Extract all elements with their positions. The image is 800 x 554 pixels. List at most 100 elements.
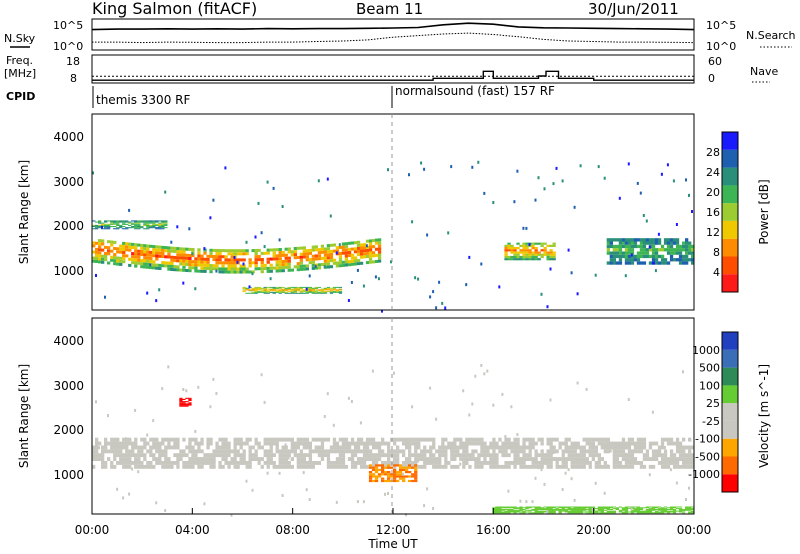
heatmap-cell [155, 227, 159, 229]
heatmap-cell [573, 509, 577, 511]
heatmap-cell [675, 238, 680, 242]
heatmap-cell [194, 453, 198, 458]
heatmap-cell [516, 445, 520, 450]
heatmap-cell [320, 263, 325, 266]
heatmap-cell [185, 445, 189, 450]
heatmap-cell [119, 244, 123, 248]
heatmap-cell [209, 441, 213, 446]
heatmap-cell [510, 506, 514, 508]
heatmap-cell [501, 509, 505, 510]
heatmap-cell [350, 256, 355, 260]
heatmap-cell [254, 457, 258, 461]
heatmap-cell [651, 241, 656, 245]
heatmap-cell [525, 457, 529, 461]
cpid-mode-1: themis 3300 RF [96, 93, 190, 107]
heatmap-cell [230, 252, 234, 256]
heatmap-cell [573, 509, 577, 510]
heatmap-cell [570, 464, 574, 469]
heatmap-cell [612, 248, 616, 252]
heatmap-cell [672, 241, 677, 245]
heatmap-cell [624, 509, 629, 510]
heatmap-cell [137, 228, 141, 230]
heatmap-cell [606, 512, 610, 514]
heatmap-cell [588, 445, 592, 450]
heatmap-cell [110, 258, 114, 262]
heatmap-cell [92, 250, 96, 254]
heatmap-cell [92, 449, 96, 454]
heatmap-cell [510, 255, 514, 259]
heatmap-cell [504, 437, 508, 442]
velocity-colorbar-tick: 500 [699, 362, 720, 375]
heatmap-cell [260, 291, 264, 293]
heatmap-cell [600, 510, 604, 512]
heatmap-cell [534, 511, 538, 513]
heatmap-cell [125, 223, 129, 225]
heatmap-cell [519, 499, 522, 503]
heatmap-cell [621, 449, 626, 454]
heatmap-cell [155, 257, 159, 261]
heatmap-cell [92, 445, 96, 450]
heatmap-cell [323, 437, 328, 442]
heatmap-cell [140, 220, 144, 222]
heatmap-cell [200, 461, 204, 465]
heatmap-cell [582, 511, 586, 513]
heatmap-cell [411, 220, 414, 224]
heatmap-cell [176, 457, 180, 461]
heatmap-cell [119, 227, 123, 229]
heatmap-cell [341, 449, 346, 454]
heatmap-cell [432, 441, 436, 446]
heatmap-cell [423, 445, 427, 450]
heatmap-cell [350, 437, 355, 442]
heatmap-cell [627, 244, 632, 249]
heatmap-cell [402, 461, 406, 465]
heatmap-cell [326, 265, 331, 269]
heatmap-cell [245, 437, 249, 442]
heatmap-cell [462, 461, 466, 465]
heatmap-cell [236, 249, 240, 253]
heatmap-cell [513, 509, 517, 511]
heatmap-cell [140, 226, 144, 228]
heatmap-cell [242, 291, 246, 293]
heatmap-cell [152, 227, 156, 229]
heatmap-cell [480, 453, 484, 458]
heatmap-cell [474, 449, 478, 454]
heatmap-cell [691, 508, 695, 510]
heatmap-cell [362, 457, 367, 461]
heatmap-cell [143, 259, 147, 263]
heatmap-cell [284, 443, 287, 447]
heatmap-cell [573, 507, 577, 509]
heatmap-cell [666, 441, 671, 446]
heatmap-cell [534, 509, 538, 510]
heatmap-cell [549, 253, 553, 256]
heatmap-cell [146, 265, 150, 269]
heatmap-cell [299, 464, 303, 469]
heatmap-cell [131, 222, 135, 224]
heatmap-cell [236, 453, 240, 458]
heatmap-cell [483, 457, 487, 461]
heatmap-cell [326, 287, 331, 289]
heatmap-cell [651, 258, 656, 262]
heatmap-cell [417, 457, 421, 461]
heatmap-cell [371, 461, 376, 465]
heatmap-cell [618, 258, 623, 262]
heatmap-cell [519, 457, 523, 461]
heatmap-cell [618, 244, 623, 249]
heatmap-cell [221, 445, 225, 450]
heatmap-cell [101, 457, 105, 461]
heatmap-cell [399, 466, 403, 469]
heatmap-cell [678, 464, 683, 469]
heatmap-cell [104, 255, 108, 258]
heatmap-cell [570, 271, 573, 275]
heatmap-cell [368, 242, 373, 246]
heatmap-cell [594, 481, 597, 485]
velocity-colorbar-tick: 100 [699, 379, 720, 392]
heatmap-cell [600, 441, 604, 446]
heatmap-cell [332, 249, 337, 253]
heatmap-cell [519, 512, 523, 514]
heatmap-cell [203, 266, 207, 270]
heatmap-cell [155, 449, 159, 454]
heatmap-cell [326, 392, 329, 396]
heatmap-cell [221, 449, 225, 454]
heatmap-cell [657, 232, 660, 236]
heatmap-cell [627, 251, 632, 255]
